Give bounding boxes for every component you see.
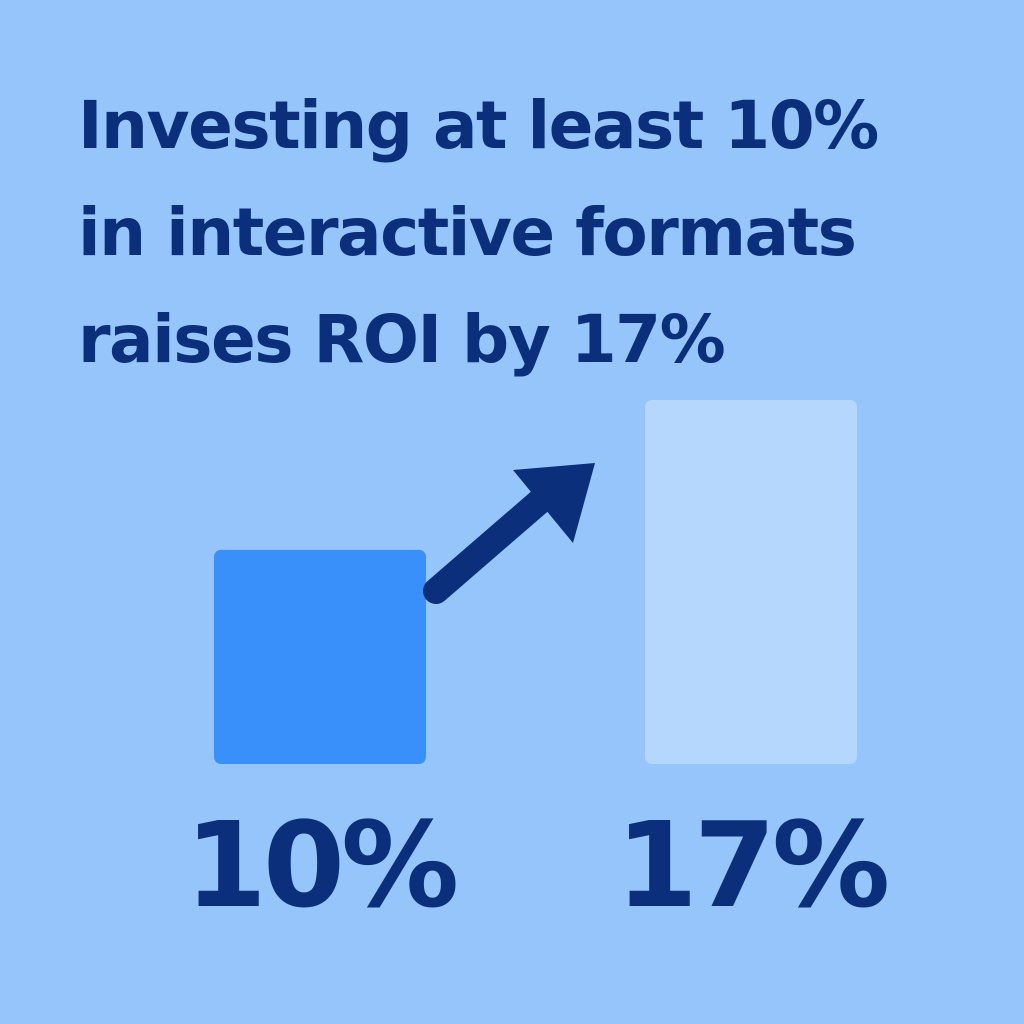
bar-before xyxy=(214,549,426,764)
data-labels-group: 10% 17% xyxy=(185,796,891,934)
chart-title: Investing at least 10% in interactive fo… xyxy=(78,72,978,393)
bars-group xyxy=(214,400,857,764)
arrow-head xyxy=(513,463,595,543)
bar-after xyxy=(645,400,857,764)
title-line-3: raises ROI by 17% xyxy=(78,301,726,378)
arrow-shaft xyxy=(423,482,560,604)
data-label-after: 17% xyxy=(616,796,887,934)
title-line-1: Investing at least 10% xyxy=(78,87,879,164)
data-label-before: 10% xyxy=(185,796,456,934)
arrow-up-right-icon xyxy=(423,463,595,604)
title-line-2: in interactive formats xyxy=(78,194,857,271)
